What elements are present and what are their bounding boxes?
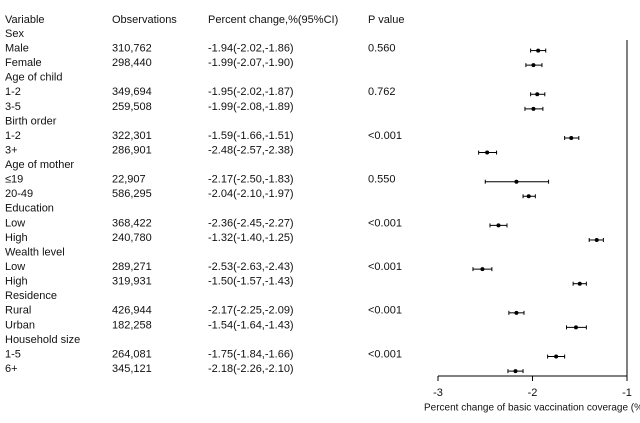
p-value: 0.550 xyxy=(368,174,396,186)
observations: 310,762 xyxy=(112,42,152,54)
observations: 368,422 xyxy=(112,217,152,229)
value-label: -1.94(-2.02,-1.86) xyxy=(208,42,294,54)
point-estimate xyxy=(577,281,582,286)
row-label: 20-49 xyxy=(5,188,33,200)
point-estimate xyxy=(496,223,501,228)
observations: 298,440 xyxy=(112,57,152,69)
column-header: Percent change,%(95%CI) xyxy=(208,14,338,26)
x-tick-label: -1 xyxy=(622,387,632,399)
point-estimate xyxy=(480,267,485,272)
x-axis-label: Percent change of basic vaccination cove… xyxy=(424,403,640,414)
column-header: Variable xyxy=(5,14,45,26)
group-label: Household size xyxy=(5,334,80,346)
row-label: Rural xyxy=(5,305,31,317)
row-label: High xyxy=(5,276,28,288)
value-label: -2.48(-2.57,-2.38) xyxy=(208,144,294,156)
value-label: -1.75(-1.84,-1.66) xyxy=(208,348,294,360)
group-label: Sex xyxy=(5,28,24,40)
p-value: <0.001 xyxy=(368,217,402,229)
row-label: Male xyxy=(5,42,29,54)
observations: 586,295 xyxy=(112,188,152,200)
value-label: -2.53(-2.63,-2.43) xyxy=(208,261,294,273)
observations: 286,901 xyxy=(112,144,152,156)
group-label: Wealth level xyxy=(5,246,65,258)
p-value: <0.001 xyxy=(368,130,402,142)
value-label: -1.59(-1.66,-1.51) xyxy=(208,130,294,142)
point-estimate xyxy=(531,63,536,68)
point-estimate xyxy=(569,135,574,140)
observations: 349,694 xyxy=(112,86,152,98)
row-label: Low xyxy=(5,217,25,229)
row-label: Low xyxy=(5,261,25,273)
value-label: -1.99(-2.07,-1.90) xyxy=(208,57,294,69)
point-estimate xyxy=(536,48,541,53)
x-tick-label: -2 xyxy=(528,387,538,399)
observations: 182,258 xyxy=(112,319,152,331)
value-label: -2.18(-2.26,-2.10) xyxy=(208,363,294,375)
point-estimate xyxy=(513,369,518,374)
point-estimate xyxy=(531,106,536,111)
p-value: 0.560 xyxy=(368,42,396,54)
p-value: <0.001 xyxy=(368,305,402,317)
point-estimate xyxy=(535,92,540,97)
value-label: -1.50(-1.57,-1.43) xyxy=(208,276,294,288)
value-label: -1.32(-1.40,-1.25) xyxy=(208,232,294,244)
point-estimate xyxy=(554,354,559,359)
point-estimate xyxy=(526,194,531,199)
observations: 322,301 xyxy=(112,130,152,142)
row-label: ≤19 xyxy=(5,174,23,186)
group-label: Age of mother xyxy=(5,159,74,171)
group-label: Residence xyxy=(5,290,57,302)
observations: 345,121 xyxy=(112,363,152,375)
p-value: 0.762 xyxy=(368,86,396,98)
x-tick-label: -3 xyxy=(433,387,443,399)
value-label: -1.95(-2.02,-1.87) xyxy=(208,86,294,98)
value-label: -2.17(-2.50,-1.83) xyxy=(208,174,294,186)
row-label: Urban xyxy=(5,319,35,331)
observations: 264,081 xyxy=(112,348,152,360)
group-label: Age of child xyxy=(5,72,62,84)
observations: 22,907 xyxy=(112,174,146,186)
point-estimate xyxy=(573,325,578,330)
group-label: Birth order xyxy=(5,115,57,127)
row-label: 6+ xyxy=(5,363,18,375)
value-label: -1.99(-2.08,-1.89) xyxy=(208,101,294,113)
row-label: 1-2 xyxy=(5,130,21,142)
row-label: 3-5 xyxy=(5,101,21,113)
p-value: <0.001 xyxy=(368,261,402,273)
column-header: P value xyxy=(368,14,405,26)
value-label: -2.04(-2.10,-1.97) xyxy=(208,188,294,200)
observations: 319,931 xyxy=(112,276,152,288)
observations: 240,780 xyxy=(112,232,152,244)
value-label: -1.54(-1.64,-1.43) xyxy=(208,319,294,331)
point-estimate xyxy=(514,179,519,184)
group-label: Education xyxy=(5,203,54,215)
value-label: -2.36(-2.45,-2.27) xyxy=(208,217,294,229)
row-label: 3+ xyxy=(5,144,18,156)
observations: 259,508 xyxy=(112,101,152,113)
p-value: <0.001 xyxy=(368,348,402,360)
row-label: 1-5 xyxy=(5,348,21,360)
point-estimate xyxy=(514,310,519,315)
column-header: Observations xyxy=(112,14,177,26)
value-label: -2.17(-2.25,-2.09) xyxy=(208,305,294,317)
observations: 426,944 xyxy=(112,305,152,317)
point-estimate xyxy=(594,237,599,242)
row-label: High xyxy=(5,232,28,244)
observations: 289,271 xyxy=(112,261,152,273)
point-estimate xyxy=(485,150,490,155)
row-label: Female xyxy=(5,57,42,69)
row-label: 1-2 xyxy=(5,86,21,98)
